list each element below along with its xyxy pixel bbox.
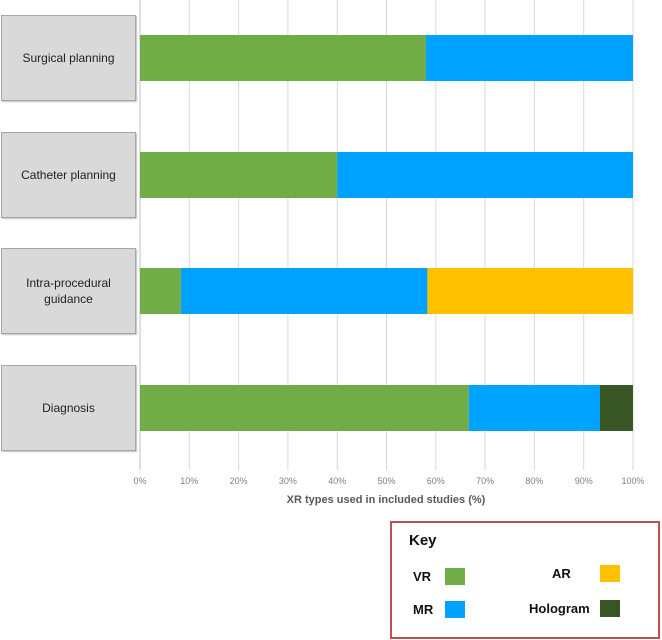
x-tick-label: 70%	[476, 476, 494, 486]
legend: Key VR AR MR Hologram	[390, 521, 660, 639]
x-tick-labels: 0% 10% 20% 30% 40% 50% 60% 70% 80% 90% 100%	[133, 476, 644, 486]
legend-item-ar: AR	[552, 565, 620, 582]
legend-item-mr: MR	[413, 601, 465, 618]
x-tick-label: 90%	[575, 476, 593, 486]
legend-label-hologram: Hologram	[529, 601, 590, 616]
x-tick-label: 0%	[133, 476, 146, 486]
x-tick-label: 40%	[328, 476, 346, 486]
category-label: Catheter planning	[1, 132, 136, 218]
x-tick-label: 100%	[621, 476, 644, 486]
bar-segment-vr	[140, 152, 338, 198]
legend-swatch-mr	[445, 601, 465, 618]
x-tick-label: 30%	[279, 476, 297, 486]
legend-swatch-hologram	[600, 600, 620, 617]
bar-segment-ar	[427, 268, 633, 314]
x-tick-label: 20%	[230, 476, 248, 486]
bar-segment-hologram	[599, 385, 633, 431]
legend-swatch-vr	[445, 568, 465, 585]
category-label: Intra-procedural guidance	[1, 248, 136, 334]
bar-segment-mr	[337, 152, 633, 198]
bars	[140, 35, 633, 431]
bar-segment-vr	[140, 35, 426, 81]
legend-swatch-ar	[600, 565, 620, 582]
bar-segment-mr	[425, 35, 633, 81]
category-label: Diagnosis	[1, 365, 136, 451]
x-tick-label: 80%	[525, 476, 543, 486]
x-axis-title: XR types used in included studies (%)	[287, 494, 486, 506]
x-tick-label: 50%	[377, 476, 395, 486]
legend-label-ar: AR	[552, 566, 571, 581]
x-tick-label: 10%	[180, 476, 198, 486]
bar-segment-vr	[140, 268, 181, 314]
category-label: Surgical planning	[1, 15, 136, 101]
bar-segment-vr	[140, 385, 469, 431]
legend-item-hologram: Hologram	[529, 600, 620, 617]
bar-segment-mr	[180, 268, 428, 314]
legend-label-vr: VR	[413, 569, 432, 584]
bar-segment-mr	[468, 385, 600, 431]
chart-plot: 0% 10% 20% 30% 40% 50% 60% 70% 80% 90% 100% XR typ…	[133, 0, 645, 506]
x-tick-label: 60%	[427, 476, 445, 486]
legend-label-mr: MR	[413, 602, 434, 617]
legend-title: Key	[409, 532, 437, 549]
legend-item-vr: VR	[413, 568, 465, 585]
